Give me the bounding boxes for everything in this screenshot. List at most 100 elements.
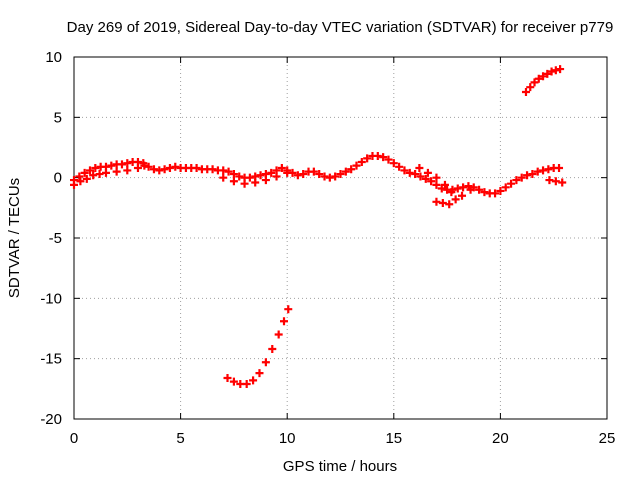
data-point — [373, 151, 382, 160]
data-point — [523, 171, 532, 180]
data-point — [299, 170, 308, 179]
data-point — [341, 167, 350, 176]
y-tick-label: 10 — [45, 49, 62, 66]
data-point — [411, 170, 420, 179]
data-point — [533, 167, 542, 176]
data-point — [384, 155, 393, 164]
data-point — [357, 157, 366, 166]
data-point — [274, 330, 283, 339]
data-point — [229, 170, 238, 179]
x-tick-labels: 0 5 10 15 20 25 — [70, 430, 616, 447]
data-point — [267, 168, 276, 177]
data-point — [123, 159, 132, 168]
data-point — [551, 177, 560, 186]
data-point — [512, 176, 521, 185]
data-point — [256, 171, 265, 180]
data-point — [85, 166, 94, 175]
data-point — [268, 345, 277, 354]
x-tick-label: 5 — [176, 430, 184, 447]
data-point — [219, 166, 228, 175]
y-tick-label: 0 — [54, 170, 62, 187]
data-point — [133, 164, 142, 173]
data-point — [82, 174, 91, 183]
data-point — [551, 66, 560, 75]
series-secondary-band — [70, 161, 567, 209]
data-point — [80, 168, 89, 177]
data-point — [405, 168, 414, 177]
data-point — [459, 183, 468, 192]
data-point — [336, 170, 345, 179]
data-point — [160, 165, 169, 174]
data-point — [453, 184, 462, 193]
data-point — [555, 164, 564, 173]
data-point — [101, 168, 110, 177]
data-point — [395, 162, 404, 171]
data-point — [91, 164, 100, 173]
grid-lines — [74, 57, 607, 419]
y-tick-label: -20 — [40, 411, 62, 428]
data-point — [427, 177, 436, 186]
data-point — [496, 186, 505, 195]
data-point — [331, 172, 340, 181]
data-point — [283, 168, 292, 177]
data-point — [432, 180, 441, 189]
data-point — [423, 168, 432, 177]
axis-ticks — [73, 56, 608, 420]
data-point — [507, 179, 516, 188]
data-point — [389, 159, 398, 168]
data-point — [320, 172, 329, 181]
data-point — [543, 69, 552, 78]
data-point — [432, 197, 441, 206]
data-point — [347, 165, 356, 174]
data-point — [451, 195, 460, 204]
data-point — [545, 176, 554, 185]
data-point — [89, 171, 98, 180]
series-late-positive-arc — [521, 65, 565, 96]
data-point — [251, 178, 260, 187]
x-tick-label: 20 — [492, 430, 509, 447]
data-point — [416, 172, 425, 181]
data-point — [521, 87, 530, 96]
y-tick-label: -5 — [49, 230, 62, 247]
chart-title: Day 269 of 2019, Sidereal Day-to-day VTE… — [67, 19, 614, 36]
x-tick-label: 25 — [599, 430, 616, 447]
data-point — [547, 67, 556, 76]
data-point — [480, 188, 489, 197]
y-axis-title: SDTVAR / TECUs — [6, 178, 23, 298]
data-point — [117, 160, 126, 169]
data-point — [245, 173, 254, 182]
data-point — [165, 164, 174, 173]
series-main-band — [70, 151, 564, 198]
data-point — [556, 65, 565, 74]
data-points — [70, 65, 567, 389]
x-tick-label: 15 — [385, 430, 402, 447]
data-point — [123, 166, 132, 175]
data-point — [107, 161, 116, 170]
y-tick-labels: -20 -15 -10 -5 0 5 10 — [40, 49, 62, 428]
data-point — [70, 180, 78, 189]
data-point — [224, 167, 233, 176]
data-point — [229, 177, 238, 186]
data-point — [192, 164, 201, 173]
data-point — [280, 317, 289, 326]
data-point — [261, 176, 270, 185]
data-point — [242, 380, 251, 389]
data-point — [112, 167, 121, 176]
data-point — [255, 369, 264, 378]
data-point — [544, 165, 553, 174]
data-point — [261, 358, 270, 367]
data-point — [208, 165, 217, 174]
data-point — [517, 173, 526, 182]
data-point — [155, 166, 164, 175]
data-point — [352, 161, 361, 170]
data-point — [458, 191, 467, 200]
data-point — [140, 161, 149, 170]
data-point — [95, 170, 104, 179]
data-point — [445, 200, 454, 209]
data-point — [293, 171, 302, 180]
data-point — [363, 154, 372, 163]
data-point — [144, 162, 153, 171]
data-point — [249, 376, 258, 385]
data-point — [447, 188, 456, 197]
